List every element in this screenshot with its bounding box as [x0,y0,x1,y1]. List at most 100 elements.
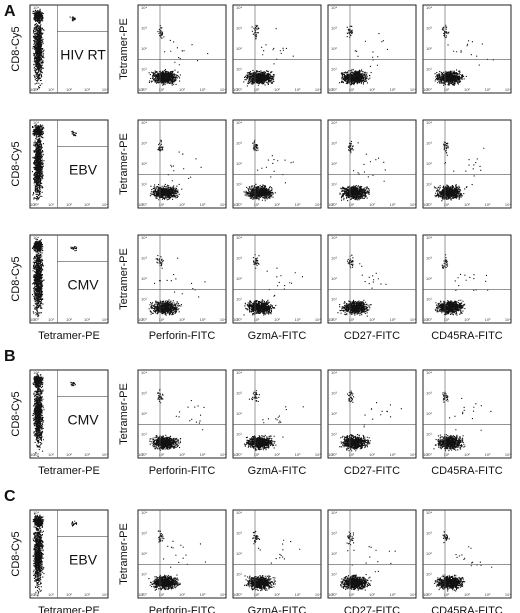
y-tick-label: 10³ [331,391,337,396]
x-tick-label: 10⁴ [220,202,226,207]
x-tick-label: 10¹ [254,317,260,322]
y-tick-label: 10² [426,161,432,166]
y-tick-label: 10² [426,46,432,51]
y-tick-label: 10⁰ [33,87,39,92]
y-tick-label: 10⁰ [141,452,147,457]
x-tick-label: 10⁴ [315,317,321,322]
event-cloud [148,255,206,316]
y-tick-label: 10⁴ [33,510,39,515]
x-tick-label: 10⁴ [505,317,511,322]
plot-frame [137,4,227,94]
y-tick-label: 10⁰ [236,592,242,597]
x-tick-label: 10⁰ [423,317,429,322]
event-cloud [149,388,205,451]
x-tick-label: 10⁰ [423,202,429,207]
y-tick-label: 10⁴ [331,120,337,125]
y-tick-label: 10⁴ [426,120,432,125]
y-tick-label: 10² [141,551,147,556]
event-cloud [32,8,76,90]
x-tick-label: 10² [274,87,280,92]
event-cloud [148,25,209,86]
y-tick-label: 10¹ [331,432,337,437]
y-tick-label: 10³ [426,391,432,396]
x-tick-label: 10³ [295,87,301,92]
x-tick-label: 10¹ [254,202,260,207]
event-cloud [337,254,387,317]
y-tick-label: 10³ [331,256,337,261]
y-tick-label: 10⁰ [331,202,337,207]
y-tick-label: 10⁰ [236,452,242,457]
y-axis-label: CD8-Cy5 [10,26,22,71]
x-tick-label: 10⁰ [233,452,239,457]
x-tick-label: 10³ [295,317,301,322]
virus-label: EBV [69,162,98,178]
x-tick-label: 10² [464,87,470,92]
y-tick-label: 10¹ [141,432,147,437]
y-tick-label: 10³ [331,26,337,31]
panel-letter: B [4,348,16,365]
y-tick-label: 10¹ [331,67,337,72]
x-tick-label: 10⁰ [138,87,144,92]
x-tick-label: 10¹ [444,87,450,92]
x-tick-label: 10³ [200,87,206,92]
x-tick-label: 10⁴ [505,202,511,207]
event-cloud [31,238,78,318]
x-tick-label: 10⁴ [505,87,511,92]
y-tick-label: 10¹ [426,572,432,577]
y-tick-label: 10¹ [331,182,337,187]
x-axis-label: Perforin-FITC [149,605,216,613]
x-tick-label: 10² [369,202,375,207]
y-tick-label: 10¹ [141,67,147,72]
y-tick-label: 10² [141,46,147,51]
x-axis-label: CD45RA-FITC [431,605,503,613]
x-tick-label: 10³ [200,452,206,457]
x-tick-label: 10³ [84,317,90,322]
y-tick-label: 10² [141,411,147,416]
plot-frame [137,509,227,599]
virus-label: CMV [67,277,99,293]
y-tick-label: 10¹ [236,297,242,302]
x-tick-label: 10⁰ [423,87,429,92]
y-tick-label: 10⁴ [141,510,147,515]
x-tick-label: 10³ [200,317,206,322]
y-tick-label: 10⁴ [236,120,242,125]
y-tick-label: 10⁰ [331,592,337,597]
y-tick-label: 10¹ [426,67,432,72]
x-tick-label: 10⁴ [410,452,416,457]
y-axis-label: Tetramer-PE [118,248,130,310]
x-tick-label: 10⁴ [220,87,226,92]
x-tick-label: 10¹ [48,317,54,322]
x-tick-label: 10² [369,452,375,457]
y-tick-label: 10⁴ [331,5,337,10]
y-tick-label: 10⁰ [426,317,432,322]
event-cloud [149,139,202,201]
panel-letter: A [4,3,16,20]
y-tick-label: 10¹ [236,432,242,437]
x-tick-label: 10¹ [444,452,450,457]
plot-frame [29,234,109,324]
plot-frame [327,119,417,209]
x-tick-label: 10⁴ [410,592,416,597]
x-tick-label: 10³ [295,592,301,597]
y-tick-label: 10¹ [426,182,432,187]
y-tick-label: 10² [331,161,337,166]
x-tick-label: 10¹ [159,317,165,322]
x-tick-label: 10⁴ [102,592,108,597]
x-tick-label: 10⁰ [138,202,144,207]
x-tick-label: 10¹ [444,592,450,597]
y-tick-label: 10² [236,551,242,556]
y-axis-label: CD8-Cy5 [10,256,22,301]
x-tick-label: 10² [179,592,185,597]
x-tick-label: 10⁴ [102,452,108,457]
x-tick-label: 10⁴ [220,317,226,322]
x-tick-label: 10² [274,452,280,457]
y-tick-label: 10² [141,276,147,281]
x-tick-label: 10⁴ [315,592,321,597]
x-tick-label: 10¹ [349,202,355,207]
x-axis-label: GzmA-FITC [248,465,307,477]
y-tick-label: 10¹ [331,297,337,302]
x-axis-label: Perforin-FITC [149,465,216,477]
x-axis-label: CD27-FITC [344,330,400,342]
event-cloud [243,254,303,316]
x-tick-label: 10⁰ [328,87,334,92]
